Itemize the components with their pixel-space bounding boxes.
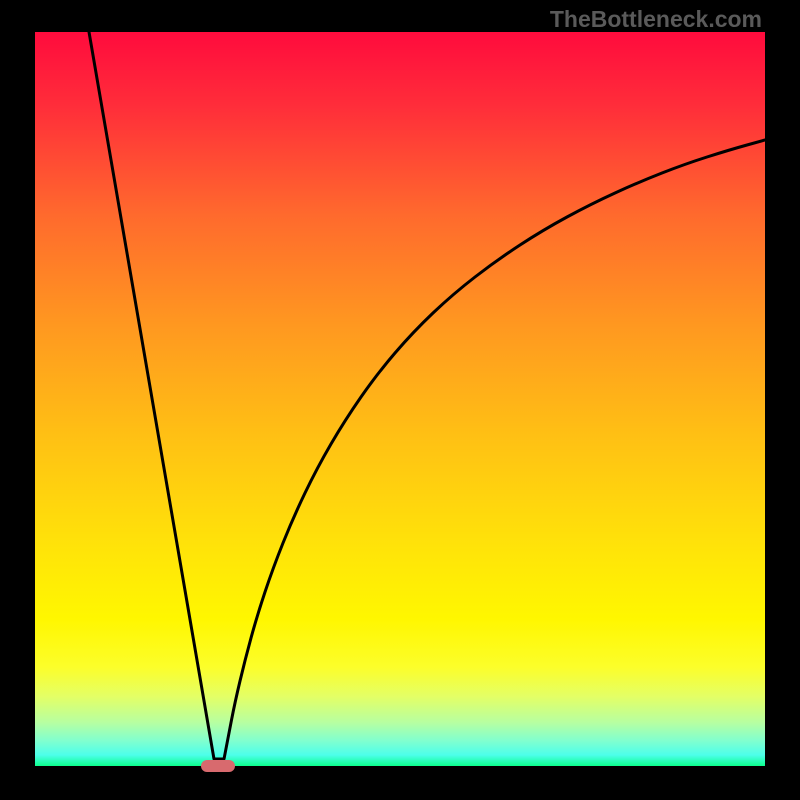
watermark-text: TheBottleneck.com xyxy=(550,6,762,33)
chart-container: TheBottleneck.com xyxy=(0,0,800,800)
bottleneck-curve xyxy=(35,32,765,766)
optimal-marker xyxy=(201,760,235,772)
plot-area xyxy=(35,32,765,766)
